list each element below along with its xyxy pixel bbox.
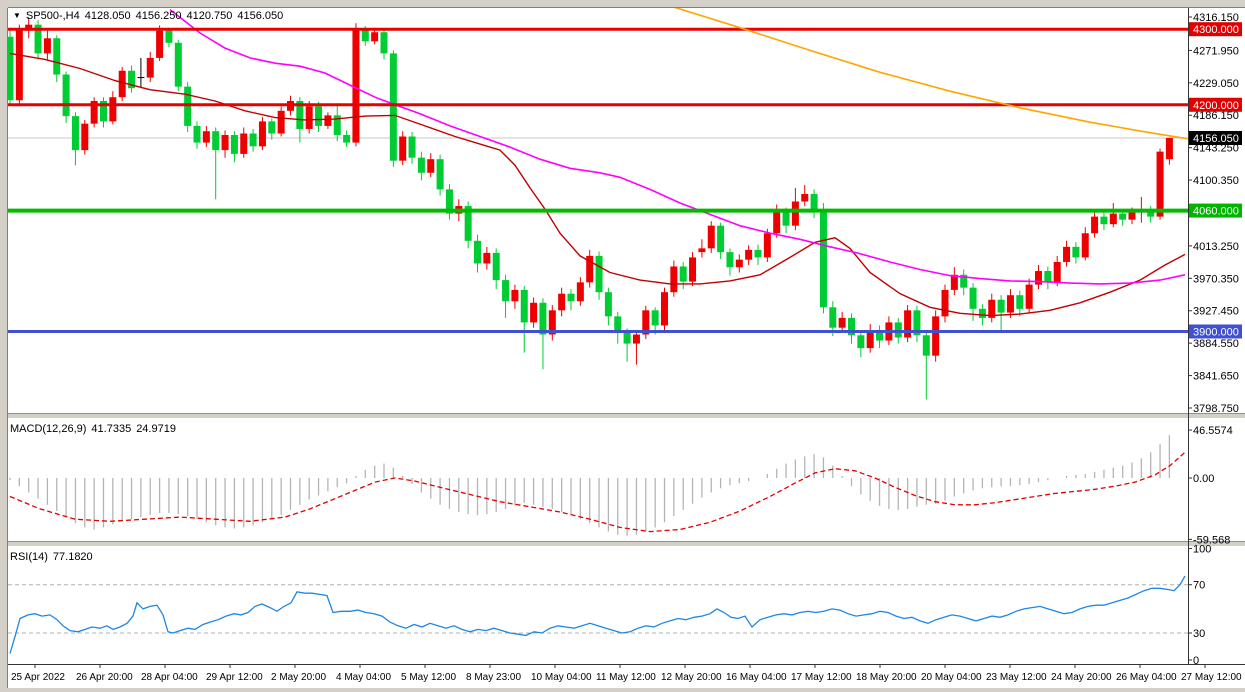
rsi-value: 77.1820 xyxy=(52,551,93,563)
svg-text:23 May 12:00: 23 May 12:00 xyxy=(986,672,1047,683)
svg-text:28 Apr 04:00: 28 Apr 04:00 xyxy=(141,672,198,683)
svg-text:11 May 12:00: 11 May 12:00 xyxy=(596,672,656,683)
svg-text:29 Apr 12:00: 29 Apr 12:00 xyxy=(206,672,263,683)
macd-title: MACD(12,26,9) xyxy=(10,423,87,435)
svg-text:4143.250: 4143.250 xyxy=(1193,143,1239,155)
ma-fast-line xyxy=(9,52,1186,317)
svg-text:0: 0 xyxy=(1193,655,1199,667)
svg-text:20 May 04:00: 20 May 04:00 xyxy=(921,672,982,683)
price-badge xyxy=(1189,97,1242,112)
svg-text:2 May 20:00: 2 May 20:00 xyxy=(271,672,326,683)
svg-text:4013.250: 4013.250 xyxy=(1193,241,1239,253)
time-axis[interactable]: 25 Apr 2022 26 Apr 20:00 28 Apr 04:00 29 Ap… xyxy=(8,664,1245,683)
svg-text:4060.000: 4060.000 xyxy=(1193,206,1239,218)
svg-text:16 May 04:00: 16 May 04:00 xyxy=(726,672,787,683)
svg-text:3841.650: 3841.650 xyxy=(1193,371,1239,383)
svg-text:24 May 20:00: 24 May 20:00 xyxy=(1051,672,1112,683)
rsi-line xyxy=(9,575,1186,654)
svg-text:8 May 23:00: 8 May 23:00 xyxy=(466,672,521,683)
svg-text:-59.568: -59.568 xyxy=(1193,534,1230,546)
svg-text:4100.350: 4100.350 xyxy=(1193,175,1239,187)
symbol-dropdown-icon[interactable]: ▼ xyxy=(13,11,21,20)
ohlc-close: 4156.050 xyxy=(237,10,284,22)
macd-main-value: 41.7335 xyxy=(91,423,132,435)
svg-text:100: 100 xyxy=(1193,543,1211,555)
svg-text:3884.550: 3884.550 xyxy=(1193,338,1239,350)
svg-text:3798.750: 3798.750 xyxy=(1193,403,1239,415)
svg-text:3900.000: 3900.000 xyxy=(1193,326,1239,338)
price-badge xyxy=(1189,22,1242,37)
macd-panel[interactable] xyxy=(9,435,1186,536)
rsi-label: RSI(14) 77.1820 xyxy=(10,551,98,563)
candles-layer xyxy=(8,17,1173,400)
ohlc-high: 4156.250 xyxy=(135,10,182,22)
svg-text:18 May 20:00: 18 May 20:00 xyxy=(856,672,917,683)
svg-text:4200.000: 4200.000 xyxy=(1193,100,1239,112)
macd-signal-line xyxy=(9,451,1186,533)
svg-text:3927.450: 3927.450 xyxy=(1193,306,1239,318)
svg-text:4186.150: 4186.150 xyxy=(1193,110,1239,122)
macd-signal-value: 24.9719 xyxy=(136,423,176,435)
price-axis[interactable]: 4316.150 4271.950 4229.050 4186.150 4143.250… xyxy=(1188,8,1242,667)
svg-text:27 May 12:00: 27 May 12:00 xyxy=(1181,672,1242,683)
svg-text:30: 30 xyxy=(1193,628,1205,640)
symbol-label: SP500-,H4 xyxy=(25,10,80,22)
panel-divider[interactable] xyxy=(8,413,1245,419)
ohlc-low: 4120.750 xyxy=(186,10,233,22)
svg-text:12 May 20:00: 12 May 20:00 xyxy=(661,672,722,683)
svg-text:25 Apr 2022: 25 Apr 2022 xyxy=(11,672,65,683)
macd-label: MACD(12,26,9) 41.7335 24.9719 xyxy=(10,423,181,435)
ma-long-line xyxy=(674,8,1188,140)
ohlc-open: 4128.050 xyxy=(84,10,131,22)
price-badge xyxy=(1189,324,1242,339)
ohlc-header: ▼ SP500-,H4 4128.050 4156.250 4120.750 4156.0… xyxy=(13,10,288,22)
window-bottom-edge xyxy=(0,688,1245,692)
svg-text:4229.050: 4229.050 xyxy=(1193,78,1239,90)
svg-text:10 May 04:00: 10 May 04:00 xyxy=(531,672,592,683)
svg-text:4271.950: 4271.950 xyxy=(1193,45,1239,57)
panel-divider[interactable] xyxy=(8,541,1245,547)
svg-text:26 Apr 20:00: 26 Apr 20:00 xyxy=(76,672,133,683)
svg-text:4316.150: 4316.150 xyxy=(1193,12,1239,24)
svg-text:3970.350: 3970.350 xyxy=(1193,273,1239,285)
ma-slow-line xyxy=(169,8,1186,285)
svg-text:17 May 12:00: 17 May 12:00 xyxy=(791,672,852,683)
svg-text:46.5574: 46.5574 xyxy=(1193,425,1233,437)
svg-text:4156.050: 4156.050 xyxy=(1193,133,1239,145)
svg-text:4300.000: 4300.000 xyxy=(1193,24,1239,36)
rsi-title: RSI(14) xyxy=(10,551,48,563)
svg-text:26 May 04:00: 26 May 04:00 xyxy=(1116,672,1177,683)
price-badge xyxy=(1189,130,1242,145)
rsi-panel[interactable] xyxy=(8,575,1188,654)
main-price-panel[interactable] xyxy=(7,7,1189,400)
svg-text:0.00: 0.00 xyxy=(1193,473,1214,485)
svg-text:70: 70 xyxy=(1193,580,1205,592)
svg-text:4 May 04:00: 4 May 04:00 xyxy=(336,672,391,683)
price-badge xyxy=(1189,203,1242,218)
svg-text:5 May 12:00: 5 May 12:00 xyxy=(401,672,456,683)
